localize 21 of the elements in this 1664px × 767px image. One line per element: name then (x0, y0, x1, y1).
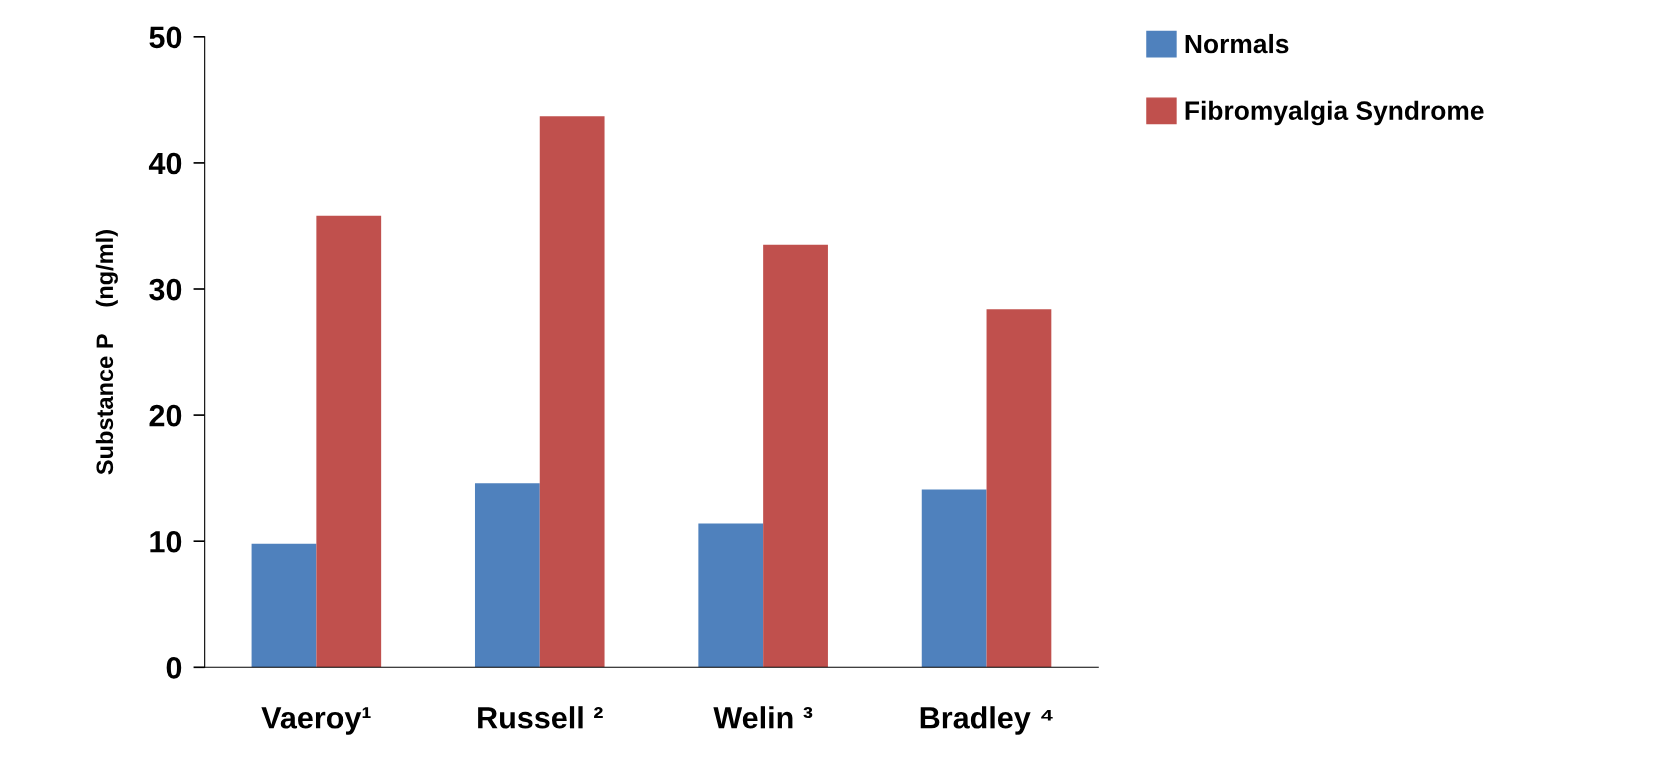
y-tick-label: 30 (149, 278, 182, 301)
y-tick-label: 20 (149, 404, 182, 427)
x-tick-label: Welin ³ (713, 706, 813, 729)
bar (539, 116, 605, 668)
y-tick-label: 0 (166, 657, 182, 679)
x-tick-label: Bradley ⁴ (920, 706, 1053, 735)
bar (698, 523, 764, 668)
y-tick-label: 10 (150, 530, 182, 553)
legend-label: Normals (1185, 33, 1289, 54)
bar (986, 309, 1052, 668)
y-tick-label: 50 (149, 26, 182, 49)
x-tick-label: Vaeroy¹ (261, 707, 371, 735)
x-tick-label: Russell ² (478, 706, 603, 729)
bar (763, 244, 828, 668)
bar (474, 483, 540, 668)
y-axis-title: Substance P (ng/ml) (95, 230, 118, 475)
bar (251, 543, 317, 668)
bar (921, 489, 987, 668)
legend-label: Fibromyalgia Syndrome (1185, 100, 1484, 126)
y-tick-label: 40 (148, 152, 182, 175)
bar (316, 215, 382, 668)
